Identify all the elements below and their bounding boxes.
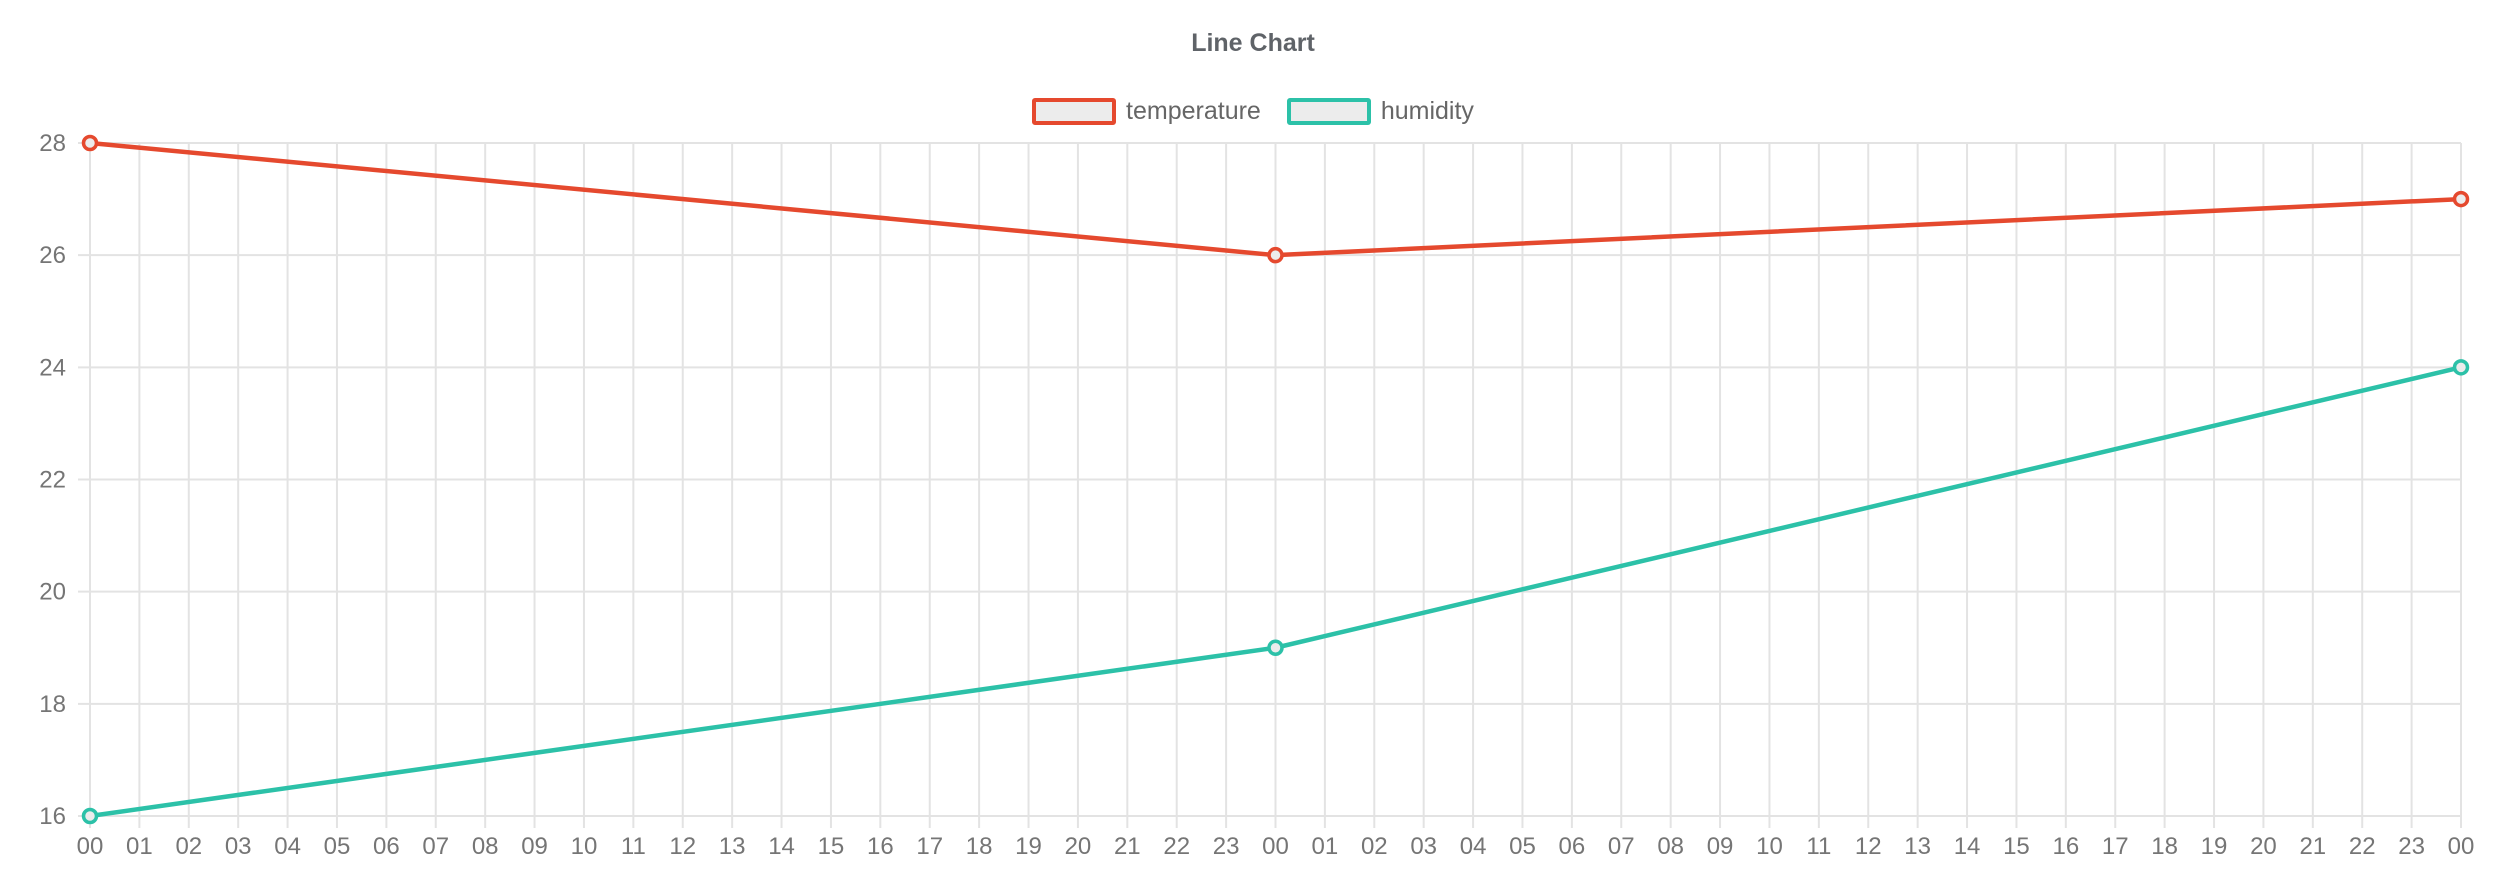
x-tick-label: 01 (1312, 833, 1339, 860)
x-tick-label: 02 (175, 833, 202, 860)
legend-swatch-humidity (1286, 97, 1371, 125)
x-tick-label: 10 (571, 833, 598, 860)
x-tick-label: 00 (77, 833, 104, 860)
x-tick-label: 08 (1657, 833, 1684, 860)
x-tick-label: 03 (225, 833, 252, 860)
x-tick-label: 23 (1213, 833, 1240, 860)
x-tick-label: 06 (1559, 833, 1586, 860)
x-tick-label: 05 (324, 833, 351, 860)
x-tick-label: 00 (2448, 833, 2475, 860)
x-tick-label: 00 (1262, 833, 1289, 860)
x-tick-label: 09 (1707, 833, 1734, 860)
y-tick-label: 16 (39, 803, 66, 830)
x-tick-label: 21 (2299, 833, 2326, 860)
x-tick-label: 05 (1509, 833, 1536, 860)
x-tick-label: 04 (274, 833, 301, 860)
data-point-temperature[interactable] (2452, 190, 2470, 208)
x-tick-label: 12 (669, 833, 696, 860)
x-tick-label: 17 (916, 833, 943, 860)
data-point-humidity[interactable] (1267, 639, 1284, 656)
chart-legend: temperature humidity (0, 97, 2506, 125)
legend-label-humidity: humidity (1380, 96, 1474, 125)
x-tick-label: 02 (1361, 833, 1388, 860)
x-tick-label: 19 (2201, 833, 2228, 860)
x-tick-label: 22 (2349, 833, 2376, 860)
x-tick-label: 16 (867, 833, 894, 860)
y-tick-label: 20 (39, 579, 66, 606)
data-point-humidity[interactable] (81, 807, 99, 825)
x-tick-label: 03 (1410, 833, 1437, 860)
x-tick-label: 16 (2052, 833, 2079, 860)
x-tick-label: 11 (1806, 833, 1831, 860)
data-point-temperature[interactable] (1267, 246, 1284, 264)
x-tick-label: 18 (2151, 833, 2178, 860)
legend-item-temperature[interactable]: temperature (1032, 97, 1261, 126)
x-tick-label: 17 (2102, 833, 2129, 860)
legend-swatch-temperature (1032, 97, 1117, 125)
data-point-temperature[interactable] (81, 134, 99, 152)
x-tick-label: 20 (2250, 833, 2277, 860)
y-tick-label: 18 (39, 691, 66, 718)
x-tick-label: 18 (966, 833, 993, 860)
x-tick-label: 09 (521, 833, 548, 860)
x-tick-label: 07 (1608, 833, 1635, 860)
data-point-humidity[interactable] (2452, 359, 2470, 376)
x-tick-label: 19 (1015, 833, 1042, 860)
legend-label-temperature: temperature (1126, 96, 1261, 125)
x-tick-label: 21 (1114, 833, 1141, 860)
x-tick-label: 10 (1756, 833, 1783, 860)
x-tick-label: 07 (422, 833, 449, 860)
x-tick-label: 23 (2398, 833, 2425, 860)
y-tick-label: 22 (39, 467, 66, 494)
x-tick-label: 15 (2003, 833, 2030, 860)
x-tick-label: 14 (1954, 833, 1981, 860)
x-tick-label: 01 (126, 833, 153, 860)
y-tick-label: 24 (39, 354, 66, 381)
x-tick-label: 04 (1460, 833, 1487, 860)
x-tick-label: 14 (768, 833, 795, 860)
x-tick-label: 12 (1855, 833, 1882, 860)
legend-item-humidity[interactable]: humidity (1286, 96, 1474, 126)
x-tick-label: 15 (818, 833, 845, 860)
x-tick-label: 20 (1065, 833, 1092, 860)
x-tick-label: 13 (719, 833, 746, 860)
y-tick-label: 26 (39, 242, 66, 269)
x-tick-label: 11 (621, 833, 646, 860)
x-tick-label: 08 (472, 833, 499, 860)
x-tick-label: 13 (1904, 833, 1931, 860)
y-tick-label: 28 (39, 130, 66, 157)
chart-title: Line Chart (1191, 29, 1315, 57)
x-tick-label: 22 (1163, 833, 1190, 860)
x-tick-label: 06 (373, 833, 400, 860)
